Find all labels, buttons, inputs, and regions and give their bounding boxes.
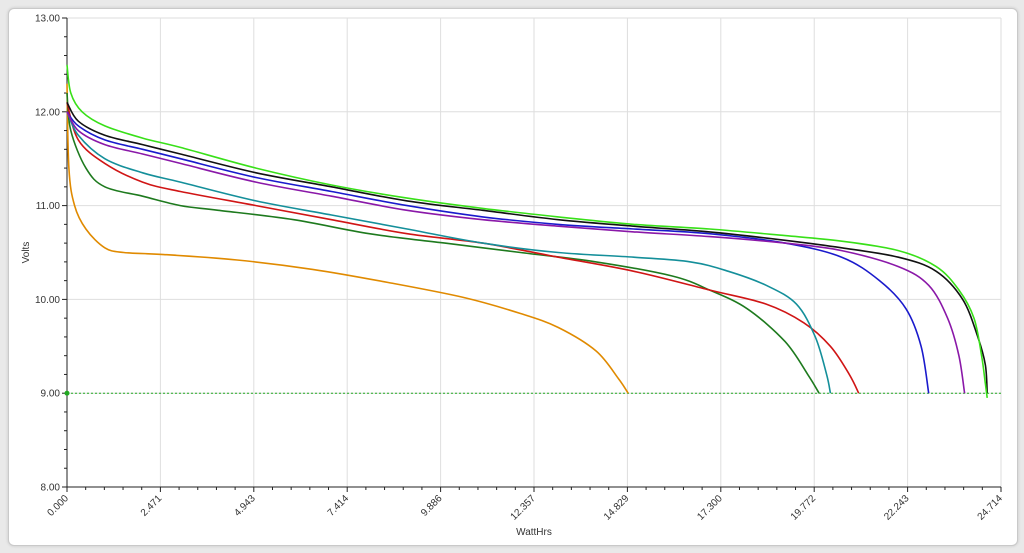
series-group (66, 64, 988, 398)
x-axis-title: WattHrs (516, 527, 552, 538)
series-line-6 (66, 101, 988, 394)
series-line-1 (66, 92, 820, 394)
x-tick-label-7: 17.300 (695, 493, 725, 523)
y-tick-label-4: 12.00 (35, 107, 60, 118)
x-tick-label-1: 2.471 (139, 493, 165, 519)
series-line-5 (66, 111, 966, 394)
y-tick-label-5: 13.00 (35, 14, 60, 25)
x-tick-label-10: 24.714 (976, 493, 1006, 523)
y-axis-title: Volts (21, 242, 32, 264)
y-tick-label-2: 10.00 (35, 295, 60, 306)
x-tick-label-8: 19.772 (789, 493, 819, 523)
x-tick-label-6: 14.829 (602, 493, 632, 523)
y-tick-labels: 8.00 9.00 10.00 11.00 12.00 13.00 (35, 14, 60, 494)
x-tick-label-9: 22.243 (882, 493, 912, 523)
y-tick-label-0: 8.00 (41, 483, 61, 494)
series-line-2 (66, 102, 860, 394)
y-tick-label-1: 9.00 (41, 389, 61, 400)
x-tick-label-2: 4.943 (232, 493, 258, 519)
line-chart: 0.000 2.471 4.943 7.414 9.886 12.357 14.829 17.… (21, 14, 1006, 539)
reference-marker (64, 390, 70, 396)
series-line-4 (66, 111, 930, 394)
chart-panel: 0.000 2.471 4.943 7.414 9.886 12.357 14.829 17.… (8, 8, 1018, 546)
x-tick-label-5: 12.357 (509, 493, 539, 523)
x-tick-label-4: 9.886 (419, 493, 445, 519)
x-tick-label-3: 7.414 (326, 493, 352, 519)
x-tick-label-0: 0.000 (46, 493, 72, 519)
series-line-7 (66, 64, 988, 398)
series-line-3 (66, 111, 832, 394)
x-tick-labels: 0.000 2.471 4.943 7.414 9.886 12.357 14.829 17.… (46, 493, 1006, 523)
series-line-0 (66, 83, 629, 394)
y-tick-label-3: 11.00 (36, 201, 61, 212)
